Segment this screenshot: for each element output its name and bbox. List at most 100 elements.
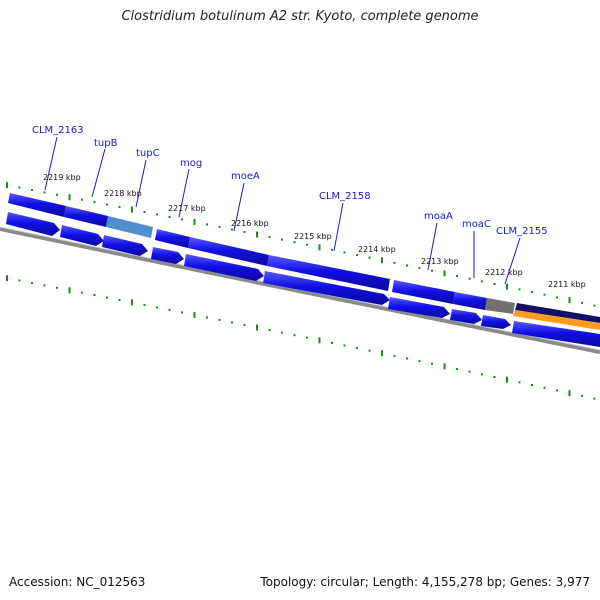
minor-tick xyxy=(18,186,21,189)
gene-bar-tupb[interactable] xyxy=(64,206,108,227)
minor-tick xyxy=(393,354,396,357)
minor-tick xyxy=(243,230,246,233)
gene-bar-orange[interactable] xyxy=(513,310,600,330)
minor-tick xyxy=(406,264,408,267)
upper-strand xyxy=(8,193,600,330)
lower-strand xyxy=(6,212,600,347)
minor-tick xyxy=(556,296,558,299)
minor-tick xyxy=(456,275,458,278)
minor-tick xyxy=(531,384,533,387)
minor-tick xyxy=(306,243,308,246)
gene-arrow-6[interactable] xyxy=(263,271,390,305)
minor-tick xyxy=(593,397,596,400)
minor-tick xyxy=(93,294,96,297)
minor-tick xyxy=(93,201,96,204)
minor-tick xyxy=(493,282,496,285)
minor-tick xyxy=(543,386,546,389)
gene-label[interactable]: tupC xyxy=(136,148,160,159)
major-tick xyxy=(568,297,571,304)
gene-label[interactable]: CLM_2163 xyxy=(32,125,84,136)
leader-line xyxy=(233,182,245,232)
outer-tick-ring xyxy=(6,182,596,307)
minor-tick xyxy=(293,334,296,337)
minor-tick xyxy=(331,341,333,344)
minor-tick xyxy=(118,206,121,209)
minor-tick xyxy=(431,362,433,365)
gene-label[interactable]: mog xyxy=(180,158,202,169)
gene-arrow-10[interactable] xyxy=(512,321,600,347)
minor-tick xyxy=(531,291,533,294)
minor-tick xyxy=(468,370,471,373)
minor-tick xyxy=(106,203,108,206)
minor-tick xyxy=(518,381,521,384)
minor-tick xyxy=(581,394,583,397)
minor-tick xyxy=(343,251,346,254)
minor-tick xyxy=(43,284,46,287)
gene-arrow-4[interactable] xyxy=(151,247,184,264)
inner-tick-ring xyxy=(6,275,596,400)
gene-label[interactable]: moaC xyxy=(462,219,491,230)
gene-label[interactable]: moaA xyxy=(424,211,453,222)
kbp-label: 2217 kbp xyxy=(168,204,206,213)
minor-tick xyxy=(393,261,396,264)
gene-arrow-9[interactable] xyxy=(481,315,511,329)
minor-tick xyxy=(206,316,208,319)
gene-bar-tupc[interactable] xyxy=(106,216,153,238)
gene-bar-clm2155[interactable] xyxy=(485,298,515,314)
minor-tick xyxy=(81,291,83,294)
leader-line xyxy=(178,168,190,218)
major-tick xyxy=(381,350,383,357)
minor-tick xyxy=(56,286,58,289)
gene-arrow-5[interactable] xyxy=(184,254,264,281)
major-tick xyxy=(568,390,571,397)
major-tick xyxy=(68,287,71,294)
major-tick xyxy=(131,206,133,213)
kbp-label: 2211 kbp xyxy=(548,280,586,289)
gene-bar-moaa[interactable] xyxy=(392,280,455,304)
gene-label[interactable]: tupB xyxy=(94,138,118,149)
minor-tick xyxy=(168,215,171,218)
gene-bar-clm2158[interactable] xyxy=(267,255,390,291)
gene-arrow-3[interactable] xyxy=(102,235,148,256)
minor-tick xyxy=(181,311,183,314)
minor-tick xyxy=(306,336,308,339)
gene-label[interactable]: moeA xyxy=(231,171,260,182)
minor-tick xyxy=(218,318,221,321)
minor-tick xyxy=(456,368,458,371)
major-tick xyxy=(443,363,446,370)
minor-tick xyxy=(293,241,296,244)
minor-tick xyxy=(331,248,333,251)
gene-bar-clm2163[interactable] xyxy=(8,193,66,217)
gene-bar-moac[interactable] xyxy=(453,292,487,310)
minor-tick xyxy=(206,223,208,226)
gene-arrow-7[interactable] xyxy=(388,297,450,318)
genome-summary-text: Topology: circular; Length: 4,155,278 bp… xyxy=(260,575,590,589)
gene-bar-mog[interactable] xyxy=(155,229,190,248)
minor-tick xyxy=(281,238,283,241)
minor-tick xyxy=(356,254,358,257)
major-tick xyxy=(443,270,446,277)
minor-tick xyxy=(493,375,496,378)
gene-arrow-8[interactable] xyxy=(450,309,482,324)
minor-tick xyxy=(281,331,283,334)
leader-line xyxy=(504,237,521,285)
minor-tick xyxy=(368,256,371,259)
minor-tick xyxy=(593,304,596,307)
minor-tick xyxy=(268,329,271,332)
major-tick xyxy=(318,244,321,251)
minor-tick xyxy=(18,279,21,282)
gene-label[interactable]: CLM_2158 xyxy=(319,191,371,202)
gene-leader-lines xyxy=(44,136,521,285)
minor-tick xyxy=(343,344,346,347)
gene-arrow-2[interactable] xyxy=(60,225,104,246)
kbp-label: 2212 kbp xyxy=(485,268,523,277)
gene-bar-moea[interactable] xyxy=(188,237,269,266)
minor-tick xyxy=(181,218,183,221)
accession-text: Accession: NC_012563 xyxy=(9,575,146,589)
minor-tick xyxy=(406,357,408,360)
gene-arrow-1[interactable] xyxy=(6,212,60,236)
map-title: Clostridium botulinum A2 str. Kyoto, com… xyxy=(121,9,479,24)
gene-bar-navy[interactable] xyxy=(515,303,600,323)
gene-label[interactable]: CLM_2155 xyxy=(496,226,548,237)
